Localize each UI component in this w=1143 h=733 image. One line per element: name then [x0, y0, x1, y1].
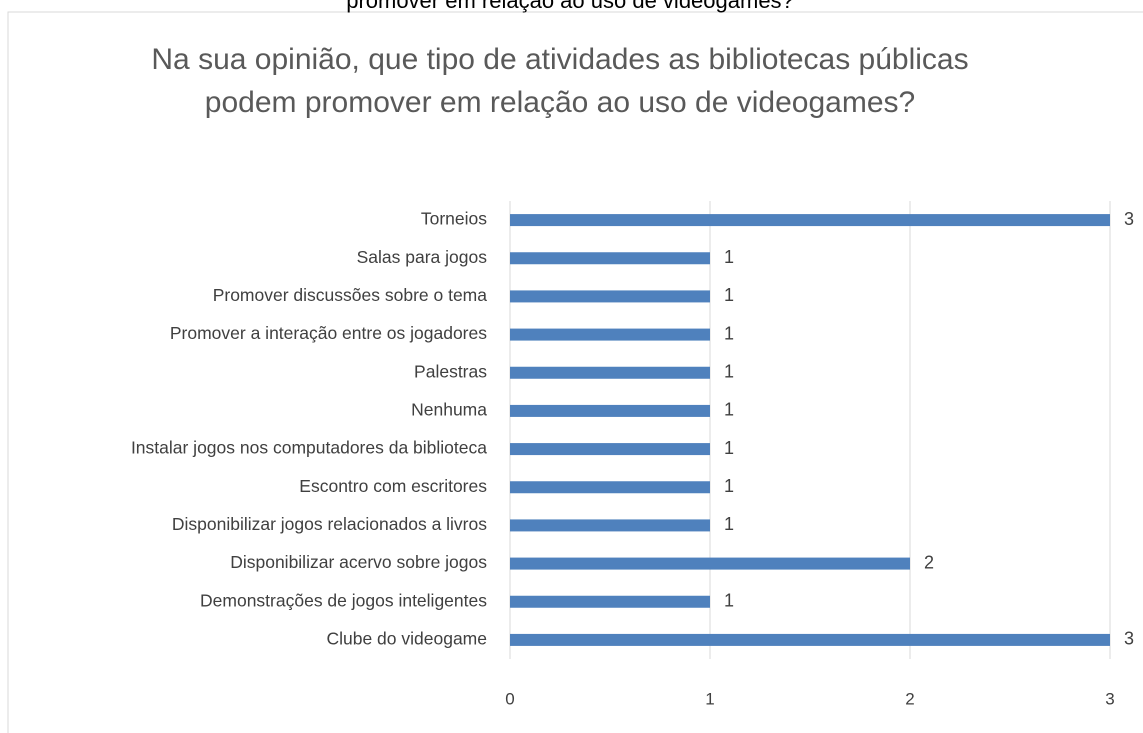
- y-tick-label: Torneios: [421, 209, 487, 229]
- y-tick-label: Palestras: [414, 361, 487, 381]
- y-tick-label: Disponibilizar acervo sobre jogos: [230, 552, 487, 572]
- x-tick-label: 2: [905, 689, 914, 708]
- data-label: 3: [1124, 209, 1134, 229]
- bar: [510, 481, 710, 494]
- bar: [510, 214, 1110, 227]
- bar: [510, 557, 910, 570]
- data-label: 1: [724, 476, 734, 496]
- bar: [510, 366, 710, 379]
- bar: [510, 252, 710, 265]
- data-label: 1: [724, 285, 734, 305]
- x-tick-label: 1: [705, 689, 714, 708]
- x-tick-label: 0: [505, 689, 514, 708]
- data-label: 1: [724, 247, 734, 267]
- y-tick-label: Instalar jogos nos computadores da bibli…: [131, 438, 487, 458]
- y-tick-label: Clube do videogame: [326, 629, 487, 649]
- data-label: 1: [724, 438, 734, 458]
- bar: [510, 290, 710, 303]
- y-tick-label: Disponibilizar jogos relacionados a livr…: [172, 514, 487, 534]
- data-label: 1: [724, 514, 734, 534]
- data-label: 1: [724, 362, 734, 382]
- y-tick-label: Demonstrações de jogos inteligentes: [200, 590, 487, 610]
- data-label: 2: [924, 552, 934, 572]
- y-tick-label: Promover discussões sobre o tema: [213, 285, 488, 305]
- bar: [510, 404, 710, 417]
- data-label: 3: [1124, 629, 1134, 649]
- bar: [510, 595, 710, 608]
- y-tick-label: Nenhuma: [411, 400, 487, 420]
- bar: [510, 328, 710, 341]
- bar: [510, 443, 710, 456]
- bar: [510, 519, 710, 532]
- bar: [510, 633, 1110, 646]
- y-tick-label: Salas para jogos: [357, 247, 488, 267]
- caption: promover em relação ao uso de videogames…: [346, 0, 794, 13]
- y-tick-label: Promover a interação entre os jogadores: [170, 323, 487, 343]
- data-label: 1: [724, 400, 734, 420]
- data-label: 1: [724, 323, 734, 343]
- chart-title: Na sua opinião, que tipo de atividades a…: [151, 43, 969, 119]
- y-tick-label: Escontro com escritores: [299, 476, 487, 496]
- chart-border: [7, 11, 1143, 733]
- x-tick-label: 3: [1105, 689, 1114, 708]
- data-label: 1: [724, 591, 734, 611]
